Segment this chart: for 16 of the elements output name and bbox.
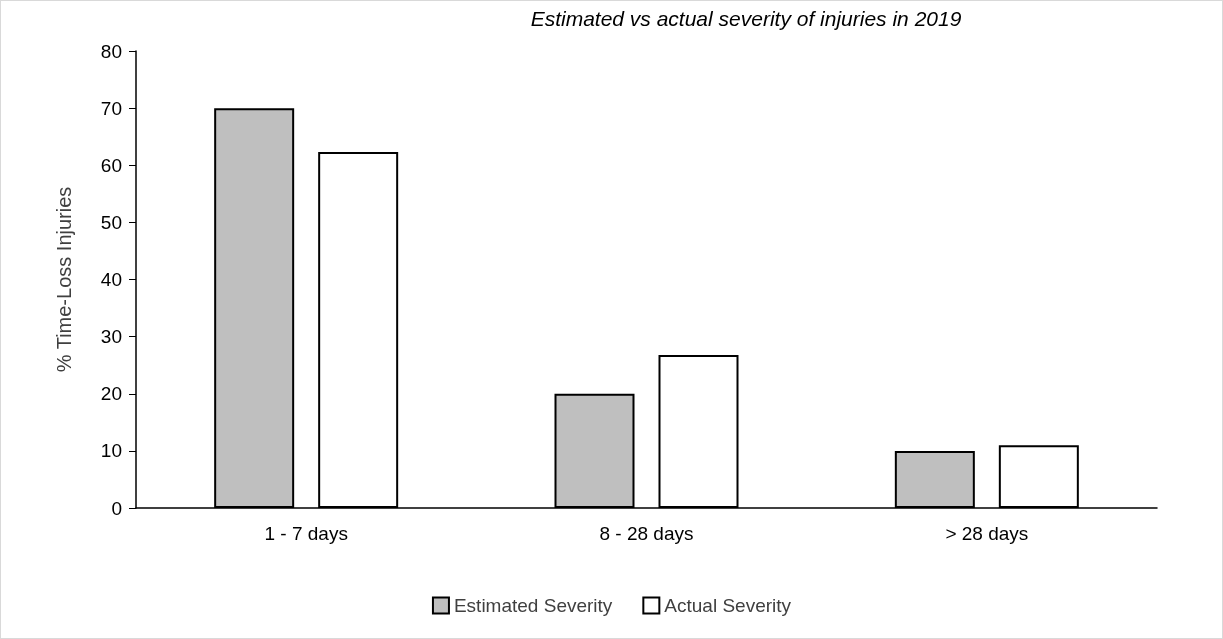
y-tick-label: 80	[100, 40, 122, 62]
x-tick-label: 8 - 28 days	[599, 523, 694, 544]
y-tick-label: 30	[100, 326, 122, 348]
y-axis-title: % Time-Loss Injuries	[53, 186, 75, 373]
y-tick-label: 70	[100, 97, 122, 119]
chart-title: Estimated vs actual severity of injuries in 2019	[530, 7, 962, 30]
legend-label: Actual Severity	[664, 595, 792, 616]
y-tick-label: 60	[100, 154, 122, 176]
y-tick-label: 10	[100, 440, 122, 462]
x-tick-label: 1 - 7 days	[264, 523, 348, 544]
y-tick-label: 0	[111, 497, 122, 519]
y-tick-label: 40	[100, 269, 122, 290]
y-tick-label: 20	[100, 383, 122, 405]
x-tick-label: > 28 days	[945, 523, 1029, 544]
legend-label: Estimated Severity	[453, 595, 613, 616]
y-tick-label: 50	[100, 211, 122, 233]
